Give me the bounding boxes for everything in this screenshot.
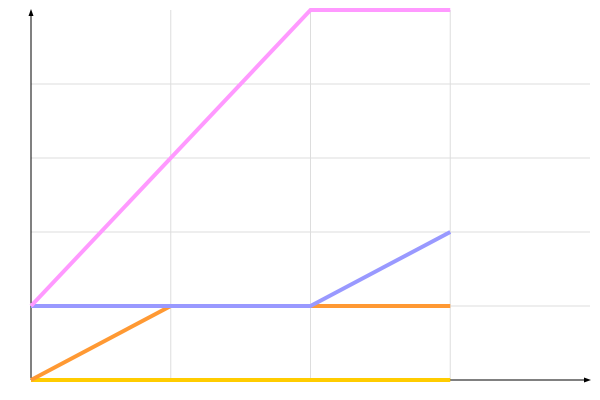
series-lines	[29, 8, 452, 382]
series-line-2	[30, 304, 451, 382]
y-axis-arrow-icon	[28, 9, 34, 16]
x-axis-arrow-icon	[584, 377, 591, 383]
axes	[28, 9, 591, 383]
series-line-4	[29, 8, 451, 308]
grid	[31, 10, 590, 380]
series-line-3	[31, 230, 452, 308]
